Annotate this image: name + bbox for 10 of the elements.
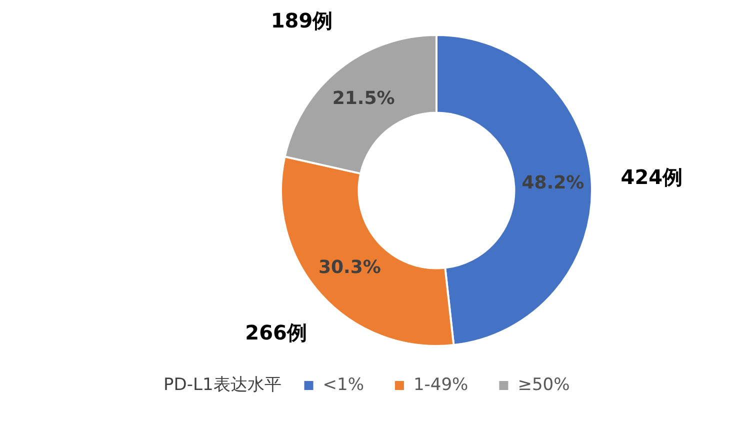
legend-label: ≥50%: [518, 374, 570, 395]
data-label: 266例: [245, 320, 307, 345]
legend-label: 1-49%: [413, 374, 468, 395]
legend-title: PD-L1表达水平: [163, 374, 282, 395]
data-label: 424例: [620, 164, 683, 189]
text: 30.3%: [318, 257, 381, 278]
text: 21.5%: [332, 88, 395, 110]
data-label: 189例: [270, 8, 333, 33]
legend-label: <1%: [322, 374, 364, 395]
text: 48.2%: [522, 172, 584, 194]
